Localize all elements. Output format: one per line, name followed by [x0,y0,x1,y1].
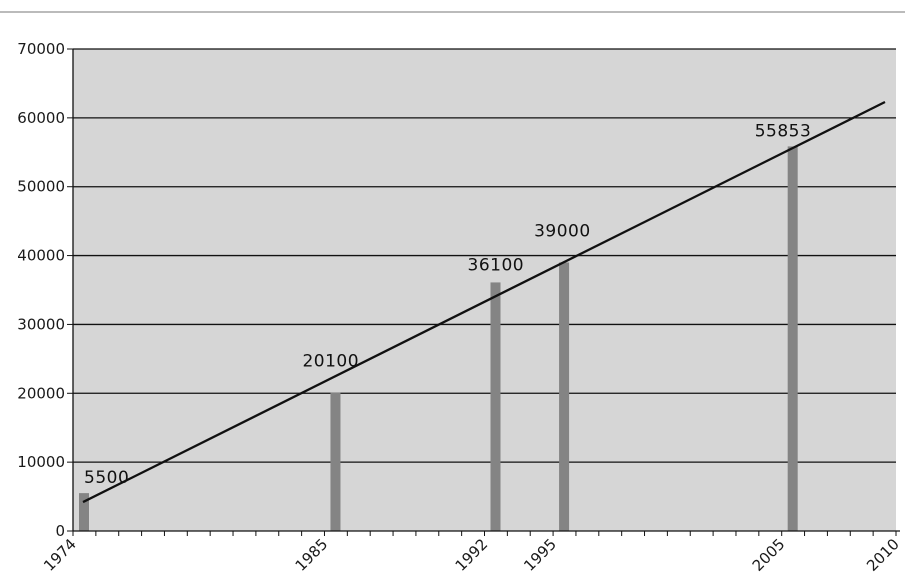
y-tick-label: 70000 [17,40,65,58]
x-axis: 1974 1985 1992 1995 2005 2010 [40,530,903,575]
bar [490,282,501,531]
bar [79,493,89,531]
x-tick-label: 1995 [520,535,560,575]
y-tick-label: 20000 [17,384,65,402]
y-axis: 0 10000 20000 30000 40000 50000 60000 70000 [17,40,74,540]
plot-area [73,49,896,531]
y-tick-label: 10000 [17,453,65,471]
data-label: 55853 [755,121,812,141]
bar [330,392,341,531]
data-label: 36100 [468,255,525,275]
x-tick-label: 1974 [40,535,80,575]
y-tick-label: 0 [55,522,65,540]
trendline [82,100,886,504]
y-tick-label: 30000 [17,315,65,333]
y-tick-label: 60000 [17,109,65,127]
x-tick-label: 1985 [292,535,332,575]
y-tick-label: 40000 [17,247,65,265]
x-tick-label: 2010 [863,535,903,575]
bar [787,146,798,531]
data-label: 20100 [302,352,359,372]
x-tick-label: 1992 [452,535,492,575]
data-label: 5500 [84,468,129,488]
data-label: 39000 [534,221,591,241]
bar [559,262,570,531]
x-tick-label: 2005 [749,535,789,575]
trendline-group [82,100,886,504]
y-tick-label: 50000 [17,178,65,196]
data-labels: 5500 20100 36100 39000 55853 [84,121,811,488]
gridlines [73,48,896,463]
bars [79,146,798,531]
